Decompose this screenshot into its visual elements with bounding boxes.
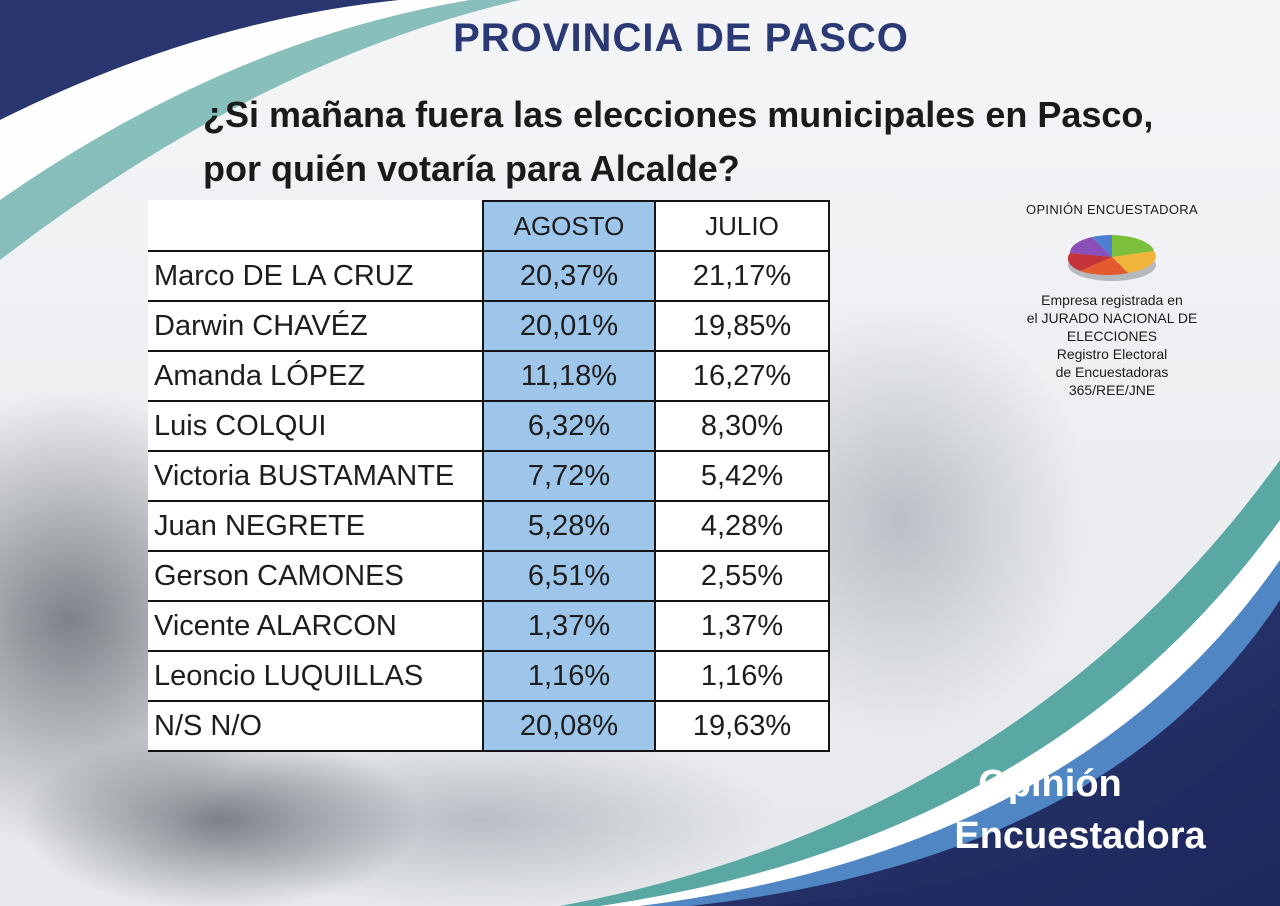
company-line: ELECCIONES [1066, 328, 1158, 344]
julio-value: 4,28% [654, 500, 830, 552]
company-line: 365/REE/JNE [1068, 382, 1156, 398]
table-row: Victoria BUSTAMANTE 7,72% 5,42% [148, 450, 830, 502]
table-row: N/S N/O 20,08% 19,63% [148, 700, 830, 752]
results-table: AGOSTO JULIO Marco DE LA CRUZ 20,37% 21,… [148, 200, 830, 752]
brand-logo-text: Opinión Encuestadora [930, 758, 1230, 862]
company-line: Registro Electoral [1056, 346, 1168, 362]
julio-value: 2,55% [654, 550, 830, 602]
julio-value: 1,16% [654, 650, 830, 702]
agosto-value: 6,32% [482, 400, 656, 452]
julio-value: 1,37% [654, 600, 830, 652]
julio-value: 8,30% [654, 400, 830, 452]
agosto-value: 20,01% [482, 300, 656, 352]
julio-value: 19,63% [654, 700, 830, 752]
candidate-name: Gerson CAMONES [148, 550, 484, 602]
table-row: Leoncio LUQUILLAS 1,16% 1,16% [148, 650, 830, 702]
survey-question: ¿Si mañana fuera las elecciones municipa… [203, 88, 1263, 196]
julio-value: 16,27% [654, 350, 830, 402]
company-name: OPINIÓN ENCUESTADORA [1026, 202, 1198, 217]
agosto-value: 20,08% [482, 700, 656, 752]
julio-value: 21,17% [654, 250, 830, 302]
candidate-name: Vicente ALARCON [148, 600, 484, 652]
company-line: el JURADO NACIONAL DE [1026, 310, 1198, 326]
candidate-name: Leoncio LUQUILLAS [148, 650, 484, 702]
julio-value: 5,42% [654, 450, 830, 502]
column-header-agosto: AGOSTO [482, 200, 656, 252]
pie-chart-logo-icon [1067, 235, 1156, 281]
table-row: Vicente ALARCON 1,37% 1,37% [148, 600, 830, 652]
candidate-name: Luis COLQUI [148, 400, 484, 452]
candidate-name: Darwin CHAVÉZ [148, 300, 484, 352]
question-line-1: ¿Si mañana fuera las elecciones municipa… [203, 94, 1154, 135]
agosto-value: 5,28% [482, 500, 656, 552]
candidate-name: N/S N/O [148, 700, 484, 752]
question-line-2: por quién votaría para Alcalde? [203, 148, 740, 189]
candidate-name: Victoria BUSTAMANTE [148, 450, 484, 502]
candidate-name: Marco DE LA CRUZ [148, 250, 484, 302]
agosto-value: 20,37% [482, 250, 656, 302]
brand-line-2: Encuestadora [954, 815, 1206, 857]
table-header-row: AGOSTO JULIO [148, 200, 830, 252]
header-empty-cell [148, 201, 484, 252]
agosto-value: 6,51% [482, 550, 656, 602]
table-row: Marco DE LA CRUZ 20,37% 21,17% [148, 250, 830, 302]
candidate-name: Juan NEGRETE [148, 500, 484, 552]
table-row: Luis COLQUI 6,32% 8,30% [148, 400, 830, 452]
column-header-julio: JULIO [654, 200, 830, 252]
brand-line-1: Opinión [978, 763, 1122, 805]
table-row: Gerson CAMONES 6,51% 2,55% [148, 550, 830, 602]
table-row: Amanda LÓPEZ 11,18% 16,27% [148, 350, 830, 402]
julio-value: 19,85% [654, 300, 830, 352]
company-line: Empresa registrada en [1041, 292, 1183, 308]
table-row: Juan NEGRETE 5,28% 4,28% [148, 500, 830, 552]
candidate-name: Amanda LÓPEZ [148, 350, 484, 402]
company-registration-info: OPINIÓN ENCUESTADORA Empresa registrada … [1008, 202, 1216, 399]
company-line: de Encuestadoras [1055, 364, 1169, 380]
agosto-value: 1,16% [482, 650, 656, 702]
agosto-value: 7,72% [482, 450, 656, 502]
page-title: PROVINCIA DE PASCO [453, 16, 909, 60]
agosto-value: 11,18% [482, 350, 656, 402]
agosto-value: 1,37% [482, 600, 656, 652]
table-row: Darwin CHAVÉZ 20,01% 19,85% [148, 300, 830, 352]
